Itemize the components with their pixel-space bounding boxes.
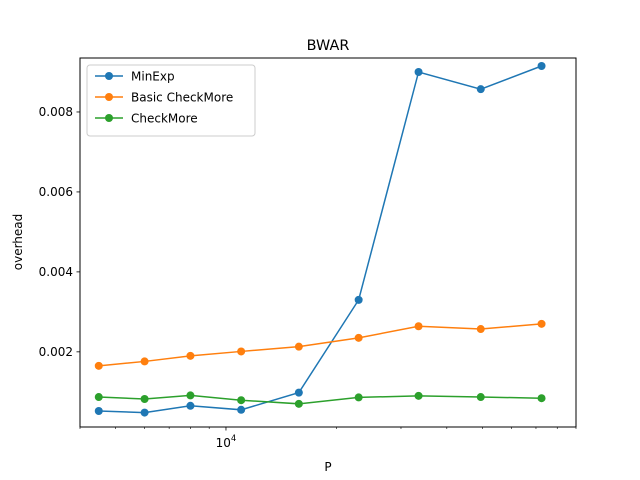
x-tick-label: 104: [216, 434, 237, 450]
data-point: [140, 408, 149, 417]
data-point: [186, 351, 195, 360]
data-point: [537, 319, 546, 328]
y-tick-label: 0.002: [39, 345, 73, 359]
legend-box: [86, 64, 256, 137]
legend-label: CheckMore: [131, 112, 198, 126]
y-tick-label: 0.006: [39, 185, 73, 199]
data-point: [476, 325, 485, 334]
data-point: [354, 333, 363, 342]
legend-label: MinExp: [131, 70, 175, 84]
legend-label: Basic CheckMore: [131, 91, 233, 105]
legend-marker: [105, 93, 113, 101]
data-point: [237, 396, 246, 405]
data-point: [94, 407, 103, 416]
data-point: [414, 322, 423, 331]
data-point: [94, 361, 103, 370]
legend: MinExp Basic CheckMore CheckMore: [86, 64, 256, 137]
data-point: [476, 85, 485, 94]
y-axis-label: overhead: [11, 214, 25, 271]
data-point: [537, 394, 546, 403]
data-point: [294, 399, 303, 408]
data-point: [186, 391, 195, 400]
y-ticks: 0.002 0.004 0.006 0.008: [39, 105, 80, 359]
data-point: [294, 342, 303, 351]
axes-frame: [79, 57, 577, 428]
data-point: [476, 393, 485, 402]
data-point: [537, 61, 546, 70]
y-tick-label: 0.008: [39, 105, 73, 119]
data-point: [94, 393, 103, 402]
plot-area: [94, 61, 546, 417]
data-point: [414, 67, 423, 76]
data-point: [237, 347, 246, 356]
legend-marker: [105, 114, 113, 122]
data-point: [294, 388, 303, 397]
series-line-2: [98, 394, 542, 405]
data-point: [414, 391, 423, 400]
legend-marker: [105, 72, 113, 80]
data-point: [354, 295, 363, 304]
data-point: [140, 357, 149, 366]
x-ticks: 104: [79, 427, 577, 450]
chart-title: BWAR: [307, 38, 350, 54]
y-tick-label: 0.004: [39, 265, 73, 279]
data-point: [186, 401, 195, 410]
x-axis-label: P: [324, 460, 331, 474]
data-point: [140, 395, 149, 404]
data-point: [237, 405, 246, 414]
data-point: [354, 393, 363, 402]
